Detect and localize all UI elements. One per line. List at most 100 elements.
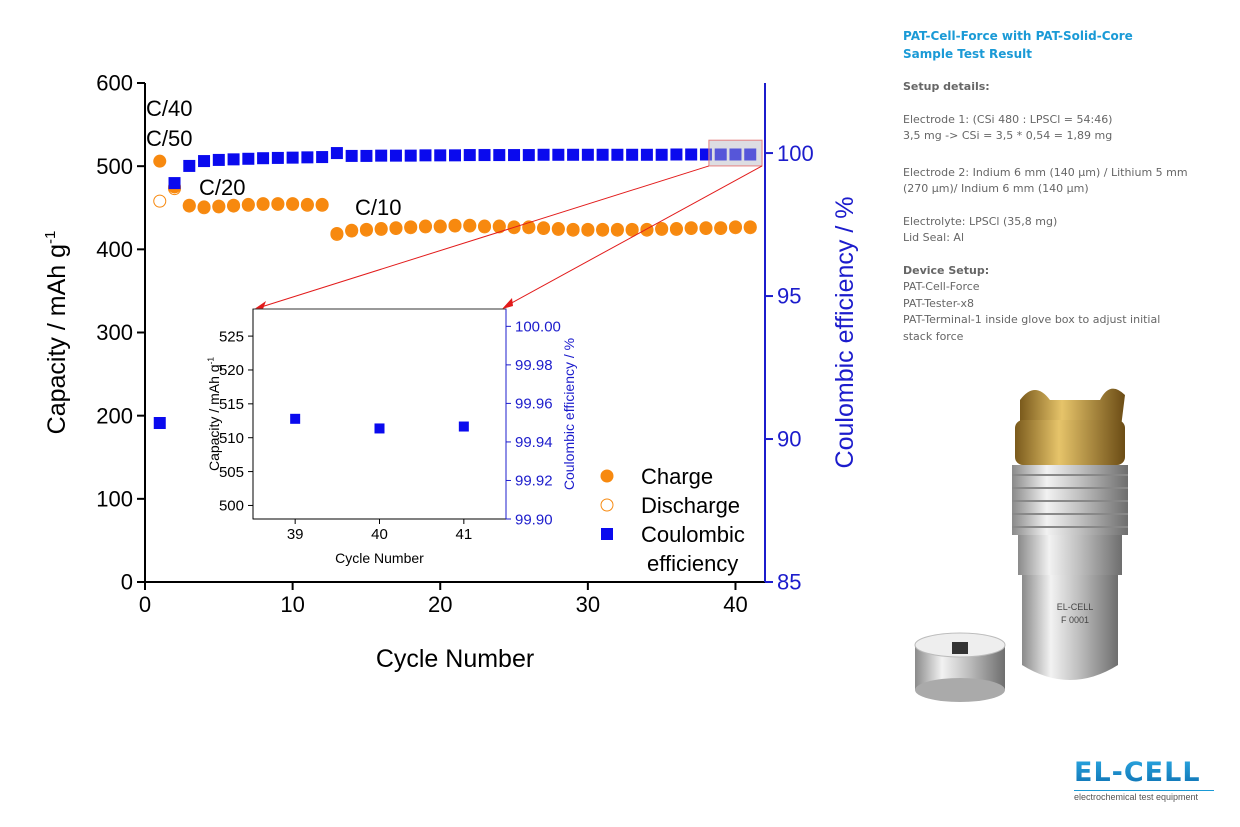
charge-point [699,221,713,235]
c-rate-label: C/50 [146,126,192,151]
y-tick-label: 400 [96,237,133,262]
y-tick-label: 510 [219,430,244,447]
c-rate-label: C/10 [355,195,401,220]
charge-point [256,197,270,211]
product-serial: F 0001 [1061,615,1089,625]
ce-point [640,148,653,161]
c-rate-label: C/20 [199,175,245,200]
charge-point [300,197,314,211]
ce-point [744,148,757,161]
x-tick-label: 40 [723,592,747,617]
device-item: PAT-Tester-x8 [903,296,974,310]
logo-tagline: electrochemical test equipment [1074,790,1214,802]
logo-name: EL-CELL [1074,758,1214,788]
x-tick-label: 10 [280,592,304,617]
y2-tick-label: 100.00 [515,319,561,336]
charge-point [743,220,757,234]
legend-ce-label: Coulombic [641,522,745,547]
electrolyte: Electrolyte: LPSCl (35,8 mg) [903,214,1058,228]
charge-point [227,198,241,212]
charge-point [182,198,196,212]
device-item: PAT-Cell-Force [903,280,980,293]
ce-point [212,153,225,166]
charge-point [463,218,477,232]
device-heading: Device Setup: [903,263,990,277]
y-axis-title-superscript: -1 [42,231,59,244]
y-tick-label: 520 [219,362,244,379]
charge-point [153,154,167,168]
ce-point [360,149,373,162]
ce-point [389,149,402,162]
device-item: stack force [903,329,964,343]
electrode2-line2: (270 µm)/ Indium 6 mm (140 µm) [903,182,1089,195]
ce-point [522,149,535,162]
ce-point [375,149,388,162]
charge-point [241,197,255,211]
y-tick-label: 600 [96,71,133,96]
x-tick-label: 0 [139,592,151,617]
charge-point [374,222,388,236]
electrode1-line2: 3,5 mg -> CSi = 3,5 * 0,54 = 1,89 mg [903,129,1113,142]
ce-point [478,149,491,162]
ce-point [581,148,594,161]
ce-point [404,149,417,162]
ce-point [552,148,565,161]
legend-ce-label-2: efficiency [647,551,738,576]
ce-point [330,147,343,160]
ce-point [670,148,683,161]
y2-tick-label: 99.94 [515,434,553,451]
charge-point [581,222,595,236]
discharge-point [153,194,167,208]
ce-point [227,153,240,166]
charge-point [537,221,551,235]
charge-point [315,197,329,211]
charge-point [551,222,565,236]
ce-point [153,417,166,430]
ce-point [714,148,727,161]
charge-point [197,200,211,214]
ce-point [685,148,698,161]
ce-point [242,152,255,165]
ce-point [183,159,196,172]
charge-point [359,222,373,236]
y2-tick-label: 99.96 [515,396,553,413]
charge-point [610,222,624,236]
ce-point [567,148,580,161]
y-axis-title: Capacity / mAh g-1 [205,357,222,471]
charge-point [492,219,506,233]
ce-point [198,155,211,168]
ce-point [345,149,358,162]
ce-point [611,148,624,161]
y2-tick-label: 99.92 [515,473,553,490]
charge-point [271,197,285,211]
device-item: PAT-Terminal-1 inside glove box to adjus… [903,313,1161,326]
x-tick-label: 20 [428,592,452,617]
charge-point [669,222,683,236]
capacity-chart: 0 10 20 30 400100200300400500600859095100Cyc… [42,71,859,673]
ce-point [537,148,550,161]
legend-charge-marker [600,469,614,483]
y2-tick-label: 99.90 [515,511,553,528]
legend-discharge-label: Discharge [641,493,740,518]
y-tick-label: 0 [121,570,133,595]
legend-discharge-marker [600,498,614,512]
ce-point [596,148,609,161]
ce-point [316,151,329,164]
y-axis-title: Capacity / mAh g-1 [42,231,71,435]
ce-point [626,148,639,161]
ce-point [729,148,742,161]
charge-point [684,221,698,235]
charge-point [212,199,226,213]
electrode1-line1: Electrode 1: (CSi 480 : LPSCl = 54:46) [903,112,1113,126]
ce-point [449,149,461,162]
x-tick-label: 39 [287,526,304,543]
y2-axis-title: Coulombic efficiency / % [831,197,859,469]
x-axis-title: Cycle Number [376,645,534,673]
y-axis-title-superscript: -1 [205,357,215,365]
lid-seal: Lid Seal: Al [903,231,964,244]
x-tick-label: 41 [455,526,472,543]
ce-point [419,149,432,162]
setup-heading: Setup details: [903,80,990,93]
zoom-arrow [505,165,763,307]
charge-point [404,220,418,234]
